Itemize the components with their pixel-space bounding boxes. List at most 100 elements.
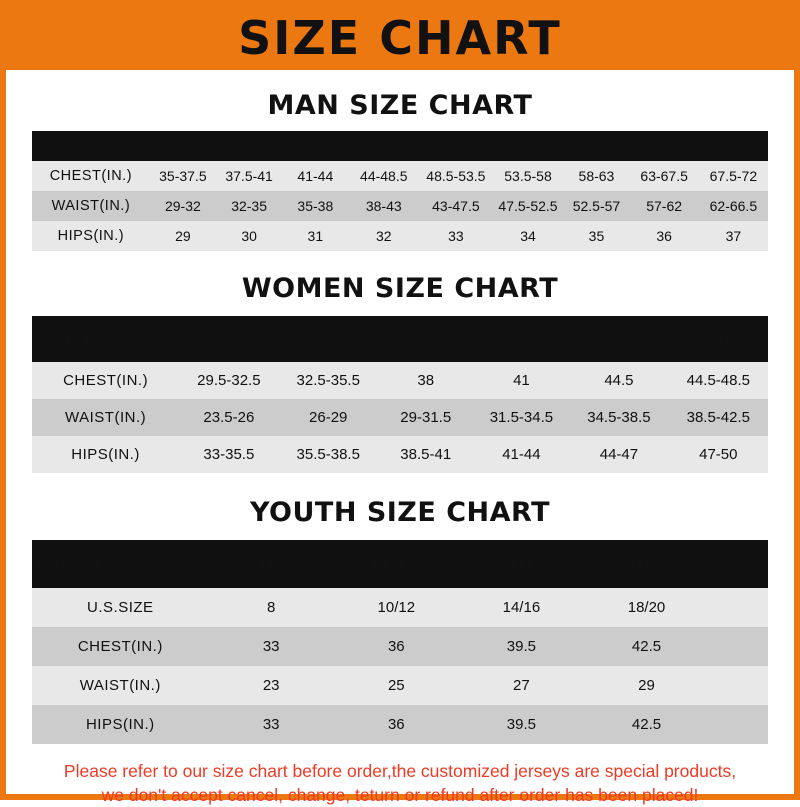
youth-row0-cell4: 18/20 <box>583 588 710 627</box>
men-row2-cell3: 31 <box>282 221 349 251</box>
youth-row1-spacer <box>709 627 768 666</box>
youth-row1-cell4: 42.5 <box>583 627 710 666</box>
men-header-cell-4: XL <box>374 138 393 154</box>
men-row0-cell3: 41-44 <box>282 161 349 191</box>
women-row1-cell1: 23.5-26 <box>179 399 279 436</box>
youth-row3-cell1: 33 <box>208 705 334 744</box>
men-size-table: MEN'S S M L XL 2XL 3XL 4XL 5XL 6XL CHEST… <box>32 131 768 251</box>
women-header-cell-0: WOMEN'S <box>32 328 128 349</box>
women-header-cell-2: S <box>322 328 335 349</box>
men-row1-cell1: 29-32 <box>149 191 216 221</box>
men-row0-cell7: 58-63 <box>563 161 630 191</box>
women-row0-label: CHEST(IN.) <box>32 362 180 399</box>
youth-row2-label: WAIST(IN.) <box>32 666 209 705</box>
men-row2-cell4: 32 <box>348 221 420 251</box>
men-row1-cell6: 47.5-52.5 <box>492 191 564 221</box>
women-header-cell-6: XXL <box>700 328 736 349</box>
youth-row2-spacer <box>709 666 768 705</box>
men-row0-cell4: 44-48.5 <box>348 161 420 191</box>
table-row: WAIST(IN.) 29-32 32-35 35-38 38-43 43-47… <box>32 191 768 221</box>
men-header-cell-8: 5XL <box>651 138 677 154</box>
women-row1-cell6: 38.5-42.5 <box>668 399 768 436</box>
youth-row1-cell2: 36 <box>333 627 459 666</box>
women-row2-label: HIPS(IN.) <box>32 436 180 473</box>
men-table-header-row: MEN'S S M L XL 2XL 3XL 4XL 5XL 6XL <box>32 131 768 161</box>
youth-header-cell-1: YTH S <box>244 553 298 574</box>
women-row0-cell3: 38 <box>377 362 474 399</box>
women-row2-cell3: 38.5-41 <box>377 436 474 473</box>
table-row: CHEST(IN.) 35-37.5 37.5-41 41-44 44-48.5… <box>32 161 768 191</box>
page-banner: SIZE CHART <box>6 6 794 70</box>
youth-row3-cell4: 42.5 <box>583 705 710 744</box>
youth-header-cell-2: YTH M <box>368 553 425 574</box>
men-row0-cell1: 35-37.5 <box>149 161 216 191</box>
youth-row0-label: U.S.SIZE <box>32 588 209 627</box>
men-header-cell-0: MEN'S <box>50 138 98 154</box>
women-row1-label: WAIST(IN.) <box>32 399 180 436</box>
men-row1-cell2: 32-35 <box>215 191 283 221</box>
men-row0-cell9: 67.5-72 <box>698 161 768 191</box>
men-row1-label: WAIST(IN.) <box>32 191 150 221</box>
youth-table-header-row: YOUTH YTH S YTH M YTH L YTH XL <box>32 540 768 588</box>
men-header-cell-5: 2XL <box>443 138 469 154</box>
women-row0-cell2: 32.5-35.5 <box>278 362 378 399</box>
table-row: CHEST(IN.) 29.5-32.5 32.5-35.5 38 41 44.… <box>32 362 768 399</box>
table-row: HIPS(IN.) 29 30 31 32 33 34 35 36 37 <box>32 221 768 251</box>
men-header-cell-9: 6XL <box>720 138 747 154</box>
men-header-cell-6: 3XL <box>515 138 541 154</box>
women-row1-cell2: 26-29 <box>278 399 378 436</box>
women-row2-cell2: 35.5-38.5 <box>278 436 378 473</box>
men-row1-cell4: 38-43 <box>348 191 420 221</box>
men-row0-cell6: 53.5-58 <box>492 161 564 191</box>
women-row1-cell3: 29-31.5 <box>377 399 474 436</box>
table-row: U.S.SIZE 8 10/12 14/16 18/20 <box>32 588 768 627</box>
women-row2-cell4: 41-44 <box>473 436 570 473</box>
youth-row1-cell3: 39.5 <box>458 627 584 666</box>
page-title: SIZE CHART <box>238 11 562 65</box>
women-size-table: WOMEN'S XS S M L XL XXL CHEST(IN.) 29.5-… <box>32 316 768 473</box>
men-row0-cell5: 48.5-53.5 <box>419 161 493 191</box>
men-row2-cell5: 33 <box>419 221 493 251</box>
men-section-title: MAN SIZE CHART <box>267 90 533 121</box>
youth-row0-cell1: 8 <box>208 588 334 627</box>
men-row1-cell8: 57-62 <box>629 191 699 221</box>
men-row1-cell7: 52.5-57 <box>563 191 630 221</box>
men-header-cell-3: L <box>311 138 320 154</box>
youth-row2-cell4: 29 <box>583 666 710 705</box>
chart-content: MAN SIZE CHART MEN'S S M L XL 2XL 3XL 4X… <box>6 90 794 807</box>
youth-row1-cell1: 33 <box>208 627 334 666</box>
table-row: HIPS(IN.) 33 36 39.5 42.5 <box>32 705 768 744</box>
men-row2-cell2: 30 <box>215 221 283 251</box>
youth-header-cell-4: YTH XL <box>614 553 679 574</box>
youth-header-cell-3: YTH L <box>495 553 548 574</box>
table-row: HIPS(IN.) 33-35.5 35.5-38.5 38.5-41 41-4… <box>32 436 768 473</box>
men-row1-cell3: 35-38 <box>282 191 349 221</box>
youth-row3-label: HIPS(IN.) <box>32 705 209 744</box>
youth-row0-cell2: 10/12 <box>333 588 459 627</box>
men-row1-cell5: 43-47.5 <box>419 191 493 221</box>
men-row2-cell9: 37 <box>698 221 768 251</box>
women-row0-cell1: 29.5-32.5 <box>179 362 279 399</box>
table-row: CHEST(IN.) 33 36 39.5 42.5 <box>32 627 768 666</box>
men-row2-cell6: 34 <box>492 221 564 251</box>
men-row0-cell8: 63-67.5 <box>629 161 699 191</box>
youth-row3-spacer <box>709 705 768 744</box>
women-section-title: WOMEN SIZE CHART <box>241 273 559 304</box>
women-row0-cell6: 44.5-48.5 <box>668 362 768 399</box>
women-header-cell-4: L <box>515 328 527 349</box>
women-row2-cell5: 44-47 <box>569 436 669 473</box>
women-header-cell-3: M <box>418 328 434 349</box>
men-header-cell-7: 4XL <box>583 138 610 154</box>
women-table-header-row: WOMEN'S XS S M L XL XXL <box>32 316 768 362</box>
women-row2-cell6: 47-50 <box>668 436 768 473</box>
men-row2-cell1: 29 <box>149 221 216 251</box>
men-row2-label: HIPS(IN.) <box>32 221 150 251</box>
youth-row2-cell1: 23 <box>208 666 334 705</box>
youth-row0-spacer <box>709 588 768 627</box>
men-row0-cell2: 37.5-41 <box>215 161 283 191</box>
footer-note-line-1: Please refer to our size chart before or… <box>63 761 737 781</box>
men-header-cell-1: S <box>178 138 188 154</box>
youth-row2-cell3: 27 <box>458 666 584 705</box>
youth-header-spacer <box>709 540 768 588</box>
